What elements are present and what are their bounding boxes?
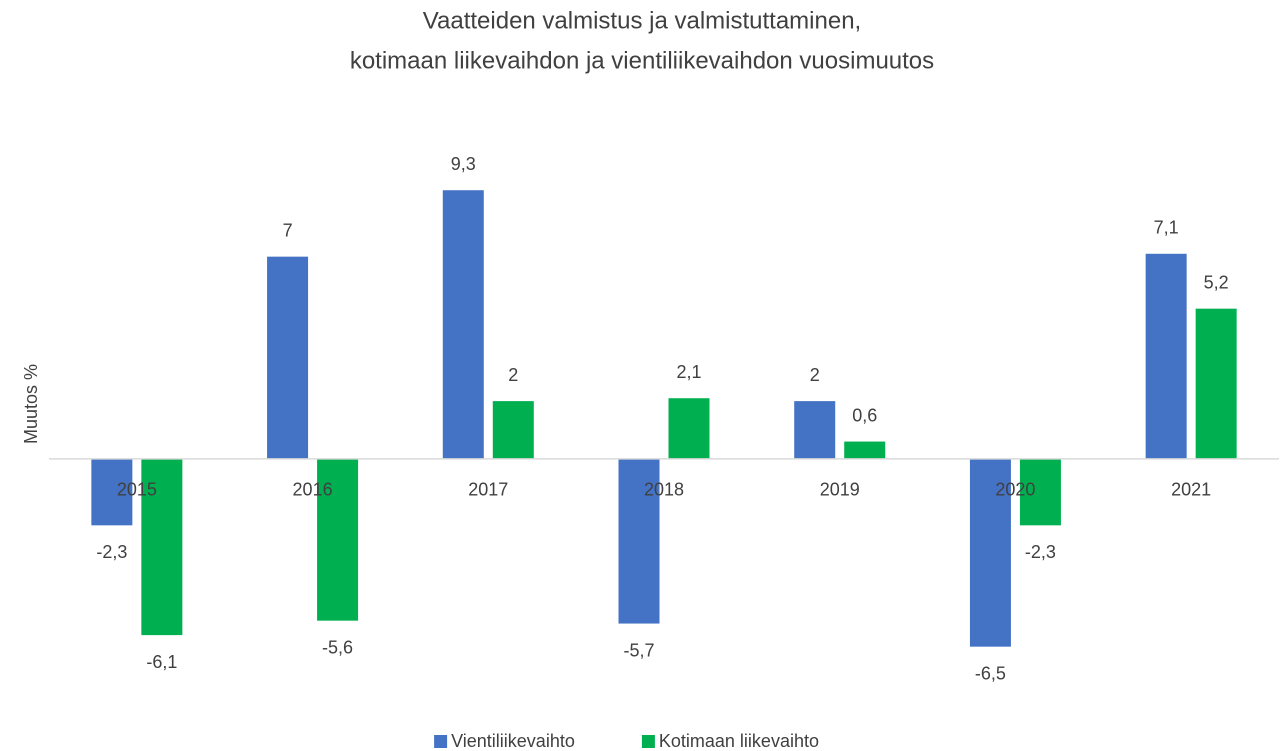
bar — [442, 190, 484, 459]
data-label: 0,6 — [852, 405, 877, 425]
bar — [267, 256, 309, 459]
bar — [618, 458, 660, 624]
data-label: 2 — [508, 365, 518, 385]
data-label: 9,3 — [451, 154, 476, 174]
x-tick-label: 2016 — [293, 480, 333, 500]
legend-label: Vientiliikevaihto — [451, 731, 575, 751]
data-label: 2,1 — [676, 362, 701, 382]
bar — [492, 401, 534, 459]
data-label: -5,7 — [623, 640, 654, 660]
x-tick-label: 2021 — [1171, 480, 1211, 500]
data-label: -5,6 — [322, 637, 353, 657]
x-tick-label: 2018 — [644, 480, 684, 500]
legend-label: Kotimaan liikevaihto — [659, 731, 819, 751]
y-axis-label: Muutos % — [21, 364, 41, 444]
bar — [794, 401, 836, 459]
chart-title: kotimaan liikevaihdon ja vientiliikevaih… — [350, 47, 934, 74]
bar — [317, 458, 359, 621]
data-label: 7,1 — [1154, 218, 1179, 238]
bar — [91, 458, 133, 526]
bar — [1195, 308, 1237, 459]
x-tick-label: 2019 — [820, 480, 860, 500]
legend-swatch — [641, 735, 655, 748]
bar — [969, 458, 1011, 647]
bar — [141, 458, 183, 636]
legend-swatch — [434, 735, 448, 748]
data-label: -6,5 — [975, 663, 1006, 683]
chart-title: Vaatteiden valmistus ja valmistuttaminen… — [423, 7, 861, 34]
bar — [1145, 253, 1187, 459]
data-label: -6,1 — [146, 652, 177, 672]
bar — [668, 398, 710, 459]
data-label: 5,2 — [1204, 272, 1229, 292]
data-label: -2,3 — [96, 542, 127, 562]
x-tick-label: 2017 — [468, 480, 508, 500]
bar — [1019, 458, 1061, 526]
data-label: 2 — [810, 365, 820, 385]
x-tick-label: 2020 — [995, 480, 1035, 500]
data-label: -2,3 — [1025, 542, 1056, 562]
data-label: 7 — [283, 220, 293, 240]
x-tick-label: 2015 — [117, 480, 157, 500]
bar — [844, 441, 886, 459]
